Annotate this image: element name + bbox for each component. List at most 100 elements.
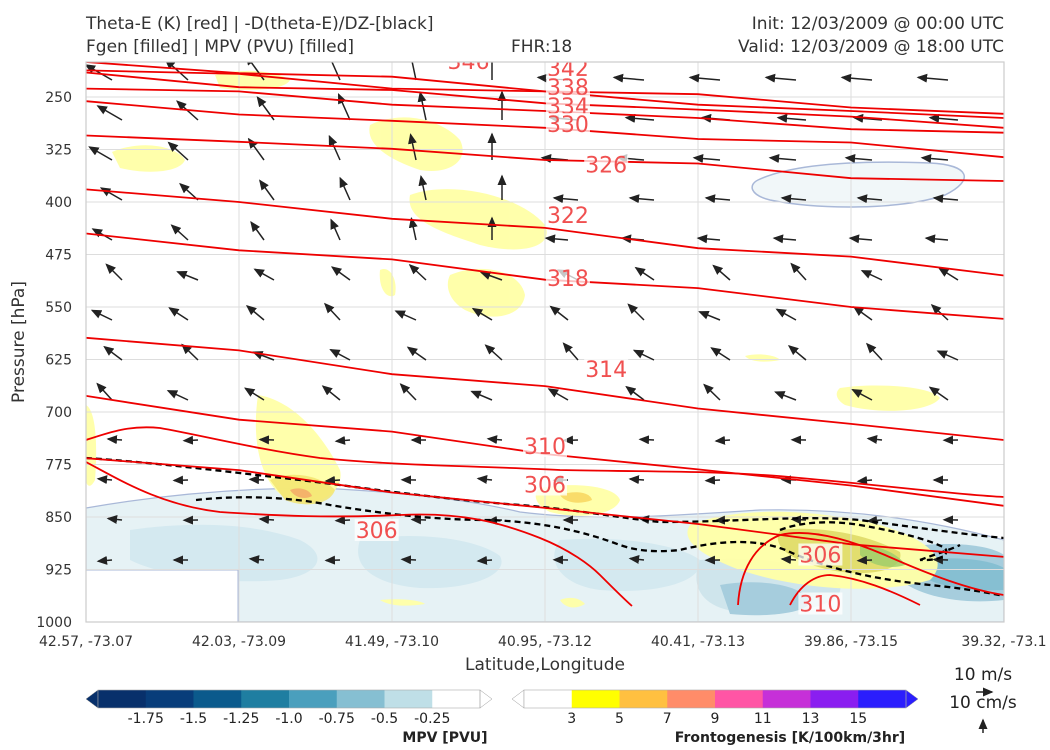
wind-vector <box>712 264 731 281</box>
colorbar-tick-label: -1.75 <box>128 711 164 727</box>
wind-vector <box>88 146 113 161</box>
wind-vector <box>179 182 199 201</box>
theta-e-label: 326 <box>585 154 627 179</box>
wind-vector <box>259 179 275 201</box>
wind-vector <box>856 475 873 485</box>
wind-vector <box>182 435 199 445</box>
theta-e-label: 310 <box>799 593 841 618</box>
x-tick-label: 42.03, -73.09 <box>192 634 286 650</box>
theta-e-labels: 346 3423383343303263223183143103063063063… <box>354 50 843 618</box>
wind-vector <box>479 271 503 281</box>
x-tick-label: 39.32, -73.1 <box>961 634 1046 650</box>
theta-e-line <box>86 71 1004 129</box>
wind-vector <box>470 390 493 401</box>
y-axis-title: Pressure [hPa] <box>9 281 29 403</box>
wind-vector <box>418 175 428 201</box>
theta-e-label-bg <box>523 435 567 457</box>
wind-vector <box>486 435 503 445</box>
wind-vector <box>334 435 351 445</box>
colorbar-tick-label: 5 <box>615 711 624 727</box>
colorbar-swatch <box>336 690 385 708</box>
wind-vector <box>851 388 873 401</box>
wind-vector <box>321 385 341 401</box>
frontogenesis-colorbar: 3 5 7 9 11 13 15 <box>511 689 919 727</box>
wind-vector <box>90 309 113 321</box>
wind-vector <box>936 350 959 361</box>
y-tick-label: 550 <box>45 300 72 316</box>
wind-vector <box>624 113 655 123</box>
wind-vector <box>328 134 341 161</box>
wind-vector <box>860 270 883 281</box>
valid-time: Valid: 12/03/2009 @ 18:00 UTC <box>738 37 1004 57</box>
wind-vectors <box>86 62 959 565</box>
theta-e-line <box>86 100 1004 159</box>
wind-vector <box>408 263 427 281</box>
wind-vector <box>411 62 417 81</box>
wind-vector <box>86 64 113 81</box>
wind-vector <box>852 306 873 321</box>
wind-vector <box>866 434 883 444</box>
wind-vector <box>476 474 493 484</box>
colorbar-swatch <box>289 690 338 708</box>
wind-vector <box>400 555 417 565</box>
y-tick-label: 850 <box>45 510 72 526</box>
colorbar-end <box>511 689 525 709</box>
forecast-hour: FHR:18 <box>511 37 573 57</box>
colorbar-tick-label: 11 <box>754 711 772 727</box>
theta-e-label: 346 <box>448 50 490 75</box>
theta-e-low-contours <box>86 426 1004 607</box>
x-tick-label: 41.49, -73.10 <box>345 634 439 650</box>
wind-vector <box>337 93 351 121</box>
wind-vector <box>704 194 731 204</box>
wind-vector <box>96 382 113 401</box>
init-time: Init: 12/03/2009 @ 00:00 UTC <box>751 14 1004 34</box>
wind-vector <box>844 154 873 163</box>
wind-vector <box>164 62 189 81</box>
wind-vector <box>710 347 731 361</box>
y-tick-label: 400 <box>45 195 72 211</box>
wind-vector <box>696 234 721 244</box>
theta-e-line <box>86 336 1004 441</box>
mpv-colorbar-title: MPV [PVU] <box>402 730 487 746</box>
wind-vector <box>99 187 123 201</box>
wind-vector <box>106 435 123 445</box>
colorbar-tick-label: 7 <box>663 711 672 727</box>
wind-vector <box>258 435 275 445</box>
theta-e-label-bg <box>584 358 629 380</box>
wind-vector <box>840 73 873 83</box>
colorbar-swatch <box>619 690 668 708</box>
theta-e-label-bg <box>354 519 399 541</box>
wind-vector <box>916 73 949 83</box>
colorbar-swatch <box>810 690 859 708</box>
wind-vector <box>410 515 427 525</box>
wind-vector <box>930 303 949 321</box>
theta-e-label-bg <box>523 473 567 496</box>
wind-vector <box>625 385 645 401</box>
colorbar-swatch <box>241 690 290 708</box>
colorbar-swatch <box>667 690 716 708</box>
theta-e-label: 314 <box>585 358 627 383</box>
wind-vector <box>103 345 123 361</box>
theta-e-label-bg <box>446 62 491 72</box>
y-axis-ticks: 1000 925 850 775 700 625 550 475 400 325 250 <box>36 90 72 631</box>
x-tick-label: 39.86, -73.15 <box>804 634 898 650</box>
theta-e-line <box>86 134 1004 182</box>
y-tick-label: 325 <box>45 143 72 159</box>
wind-vector <box>698 310 721 321</box>
wind-vector <box>938 267 959 281</box>
wind-vector <box>168 307 189 321</box>
wind-vector <box>775 308 797 321</box>
wind-vector <box>552 194 579 204</box>
wind-vector <box>105 263 123 281</box>
wind-vector <box>324 555 341 565</box>
wind-vector <box>406 346 427 361</box>
y-tick-label: 1000 <box>36 615 72 631</box>
wind-vector <box>106 514 123 524</box>
theta-e-line <box>86 188 1004 277</box>
colorbar-tick-label: -0.25 <box>414 711 450 727</box>
wind-vector <box>253 268 275 281</box>
wind-vector <box>688 73 721 83</box>
wind-vector <box>167 141 189 161</box>
theta-e-label: 310 <box>524 435 566 460</box>
